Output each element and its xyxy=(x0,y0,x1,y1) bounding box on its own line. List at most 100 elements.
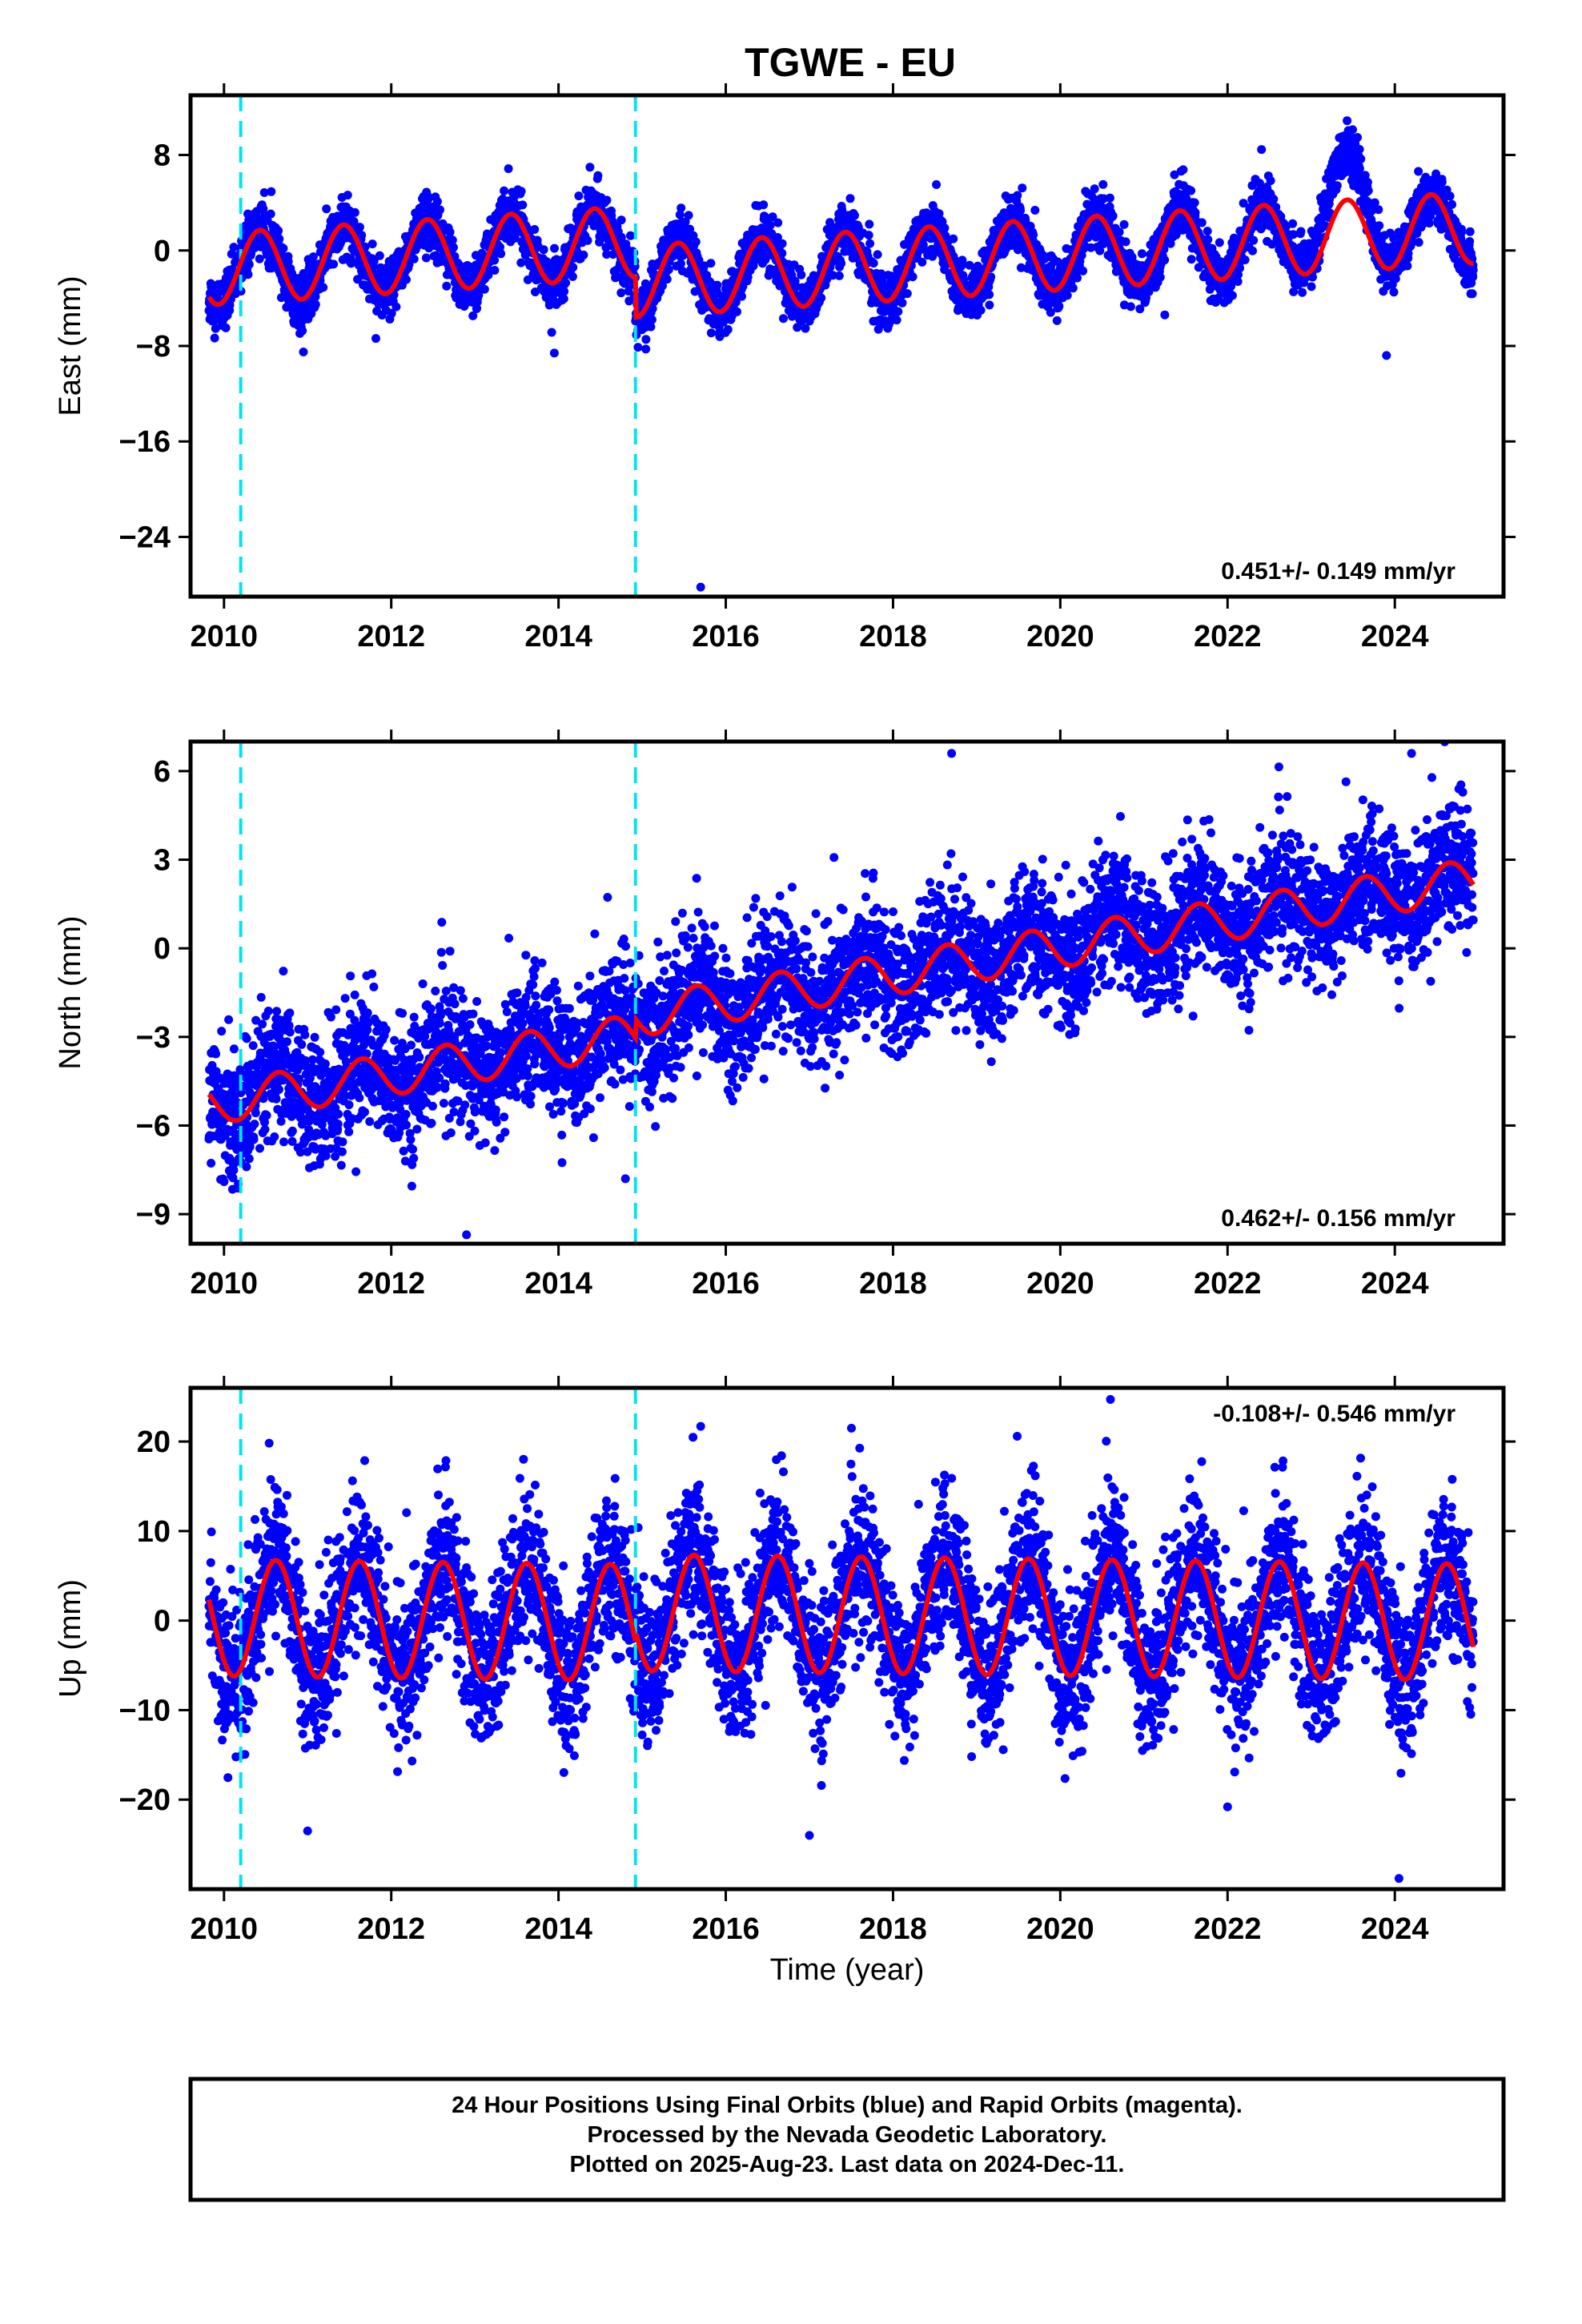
data-point xyxy=(1257,145,1267,155)
data-point xyxy=(1269,195,1279,204)
data-point xyxy=(436,205,444,215)
data-point xyxy=(737,292,746,301)
data-point xyxy=(1298,287,1307,297)
data-point xyxy=(1137,249,1146,259)
data-point xyxy=(298,326,307,336)
data-point xyxy=(1307,282,1316,292)
data-point xyxy=(773,218,783,227)
data-point xyxy=(568,271,577,281)
data-point xyxy=(1348,125,1357,135)
data-point xyxy=(1375,221,1384,231)
data-point xyxy=(985,290,994,300)
data-point xyxy=(976,305,986,315)
data-point xyxy=(1186,255,1196,264)
data-point xyxy=(1353,133,1362,143)
data-point xyxy=(892,316,901,325)
data-point xyxy=(255,254,264,263)
data-point xyxy=(908,272,917,282)
data-point xyxy=(1266,176,1275,186)
data-point xyxy=(817,293,826,303)
data-point xyxy=(873,250,882,259)
data-point xyxy=(664,265,673,275)
data-point xyxy=(1355,145,1364,154)
data-point xyxy=(445,227,455,237)
data-point xyxy=(902,289,912,299)
data-point xyxy=(602,250,612,259)
data-point xyxy=(547,328,556,337)
data-point xyxy=(468,311,478,320)
data-point xyxy=(1215,238,1224,247)
data-point xyxy=(274,226,283,235)
data-point xyxy=(496,243,504,251)
data-point xyxy=(616,215,626,225)
data-point xyxy=(1018,183,1027,193)
data-point xyxy=(626,231,635,240)
data-point xyxy=(275,234,284,243)
data-point xyxy=(662,275,672,284)
data-point xyxy=(421,253,431,263)
data-point xyxy=(243,270,253,279)
data-point xyxy=(1332,181,1342,191)
data-point xyxy=(1052,316,1062,325)
data-point xyxy=(504,164,513,174)
data-point xyxy=(1356,155,1366,163)
data-point xyxy=(1098,179,1108,189)
data-point xyxy=(985,300,994,310)
data-point xyxy=(616,288,626,298)
data-point xyxy=(897,298,907,308)
data-point xyxy=(630,262,640,271)
data-point xyxy=(633,343,643,352)
data-point xyxy=(322,204,331,214)
data-point xyxy=(850,211,859,220)
data-point xyxy=(713,288,722,298)
data-point xyxy=(1414,167,1423,176)
data-point xyxy=(1403,261,1412,271)
data-point xyxy=(1013,191,1022,200)
data-point xyxy=(350,207,359,217)
data-point xyxy=(402,275,411,284)
data-point xyxy=(283,257,293,267)
data-point xyxy=(1288,219,1298,228)
data-point xyxy=(616,232,626,242)
data-point xyxy=(1296,227,1306,236)
data-point xyxy=(837,259,846,268)
data-point xyxy=(1363,186,1373,195)
data-point xyxy=(641,344,651,354)
data-point xyxy=(369,256,379,266)
series-points-east xyxy=(204,116,1478,592)
data-point xyxy=(1186,186,1196,195)
data-point xyxy=(719,317,729,327)
data-point xyxy=(677,203,686,213)
data-point xyxy=(602,195,612,205)
data-point xyxy=(561,278,571,287)
data-point xyxy=(1126,302,1135,312)
data-point xyxy=(713,280,722,290)
data-point xyxy=(210,333,219,343)
data-point xyxy=(229,243,239,252)
data-point xyxy=(759,200,769,210)
data-point xyxy=(221,323,231,332)
data-point xyxy=(500,186,509,195)
data-point xyxy=(1155,272,1165,282)
data-point xyxy=(917,257,927,267)
data-point xyxy=(1240,255,1250,264)
data-point xyxy=(691,237,701,247)
data-point xyxy=(539,245,548,255)
data-point xyxy=(311,300,320,309)
data-point xyxy=(227,249,236,259)
data-point xyxy=(1235,263,1244,273)
data-point xyxy=(442,281,452,291)
data-point xyxy=(343,191,352,200)
data-point xyxy=(349,217,359,226)
data-point xyxy=(387,308,396,318)
data-point xyxy=(1030,206,1040,215)
data-point xyxy=(893,307,903,316)
data-point xyxy=(675,210,685,219)
data-point xyxy=(357,231,367,240)
data-point xyxy=(1203,227,1212,236)
data-point xyxy=(531,287,540,296)
data-point xyxy=(593,171,603,180)
data-point xyxy=(585,163,595,172)
data-point xyxy=(559,294,568,304)
data-point xyxy=(1029,230,1038,239)
